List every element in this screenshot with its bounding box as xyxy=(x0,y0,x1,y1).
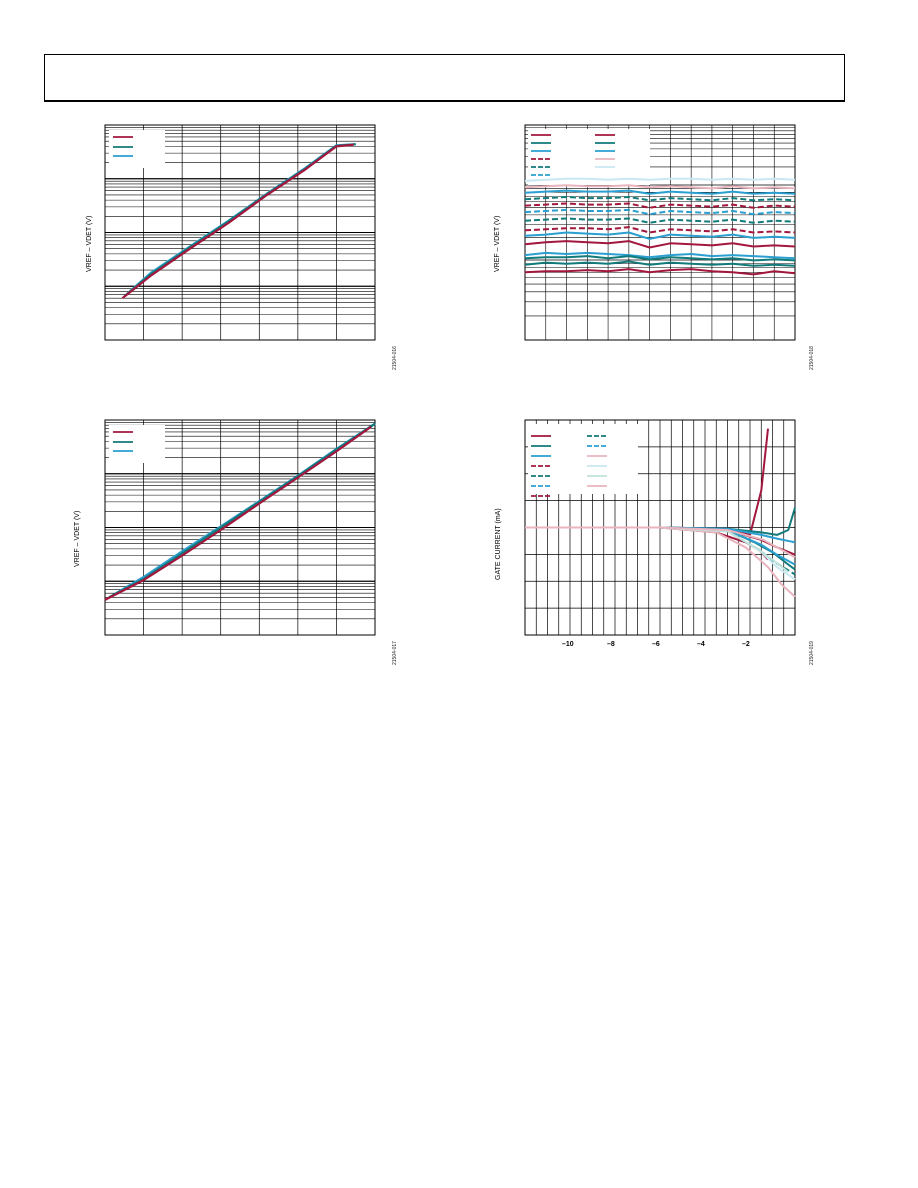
chart-2-series-line xyxy=(524,240,796,249)
chart-2-series-line xyxy=(524,196,796,202)
chart-2-series-line xyxy=(524,217,796,224)
chart-1-panel: VREF – VDET (V) 21504-016 xyxy=(60,120,400,380)
chart-4-x-tick-label: –10 xyxy=(562,641,574,648)
chart-4-plot: –10 –8 –6 –4 –2 xyxy=(524,419,796,648)
chart-4-legend-box xyxy=(528,424,638,494)
chart-3-series-line xyxy=(104,425,372,601)
chart-2-series-line xyxy=(524,202,796,209)
chart-2-series-line xyxy=(524,255,796,262)
chart-2-series-line xyxy=(524,208,796,216)
chart-2-series-line xyxy=(524,251,796,260)
chart-4-x-tick-label: –6 xyxy=(652,641,660,648)
chart-2-series-line xyxy=(524,226,796,234)
chart-3-panel: VREF – VDET (V) 21504-017 xyxy=(60,415,400,675)
chart-2-series-line xyxy=(524,184,796,190)
chart-2-series-line xyxy=(524,189,796,195)
chart-2-series-line xyxy=(524,177,796,182)
chart-4-panel: GATE CURRENT (mA) 21504-019 –10 –8 –6 –4 –2 xyxy=(480,415,820,675)
chart-2-series-line xyxy=(524,231,796,240)
chart-4-x-tick-label: –4 xyxy=(697,641,705,648)
chart-2-legend-box xyxy=(528,129,650,185)
chart-4-x-tick-label: –2 xyxy=(742,641,750,648)
chart-4-series-line xyxy=(525,526,796,559)
chart-4-x-tick-label: –8 xyxy=(607,641,615,648)
page-header-box xyxy=(44,54,845,102)
chart-2-series-line xyxy=(524,268,796,276)
chart-2-series-line xyxy=(524,260,796,267)
chart-3-plot xyxy=(104,419,376,636)
chart-2-panel: VREF – VDET (V) 21504-018 xyxy=(480,120,820,380)
chart-2-plot xyxy=(524,124,796,341)
chart-1-plot xyxy=(104,124,376,341)
chart-1-series-line xyxy=(121,143,354,300)
chart-3-legend-box xyxy=(109,425,165,463)
chart-1-legend-box xyxy=(109,130,165,168)
